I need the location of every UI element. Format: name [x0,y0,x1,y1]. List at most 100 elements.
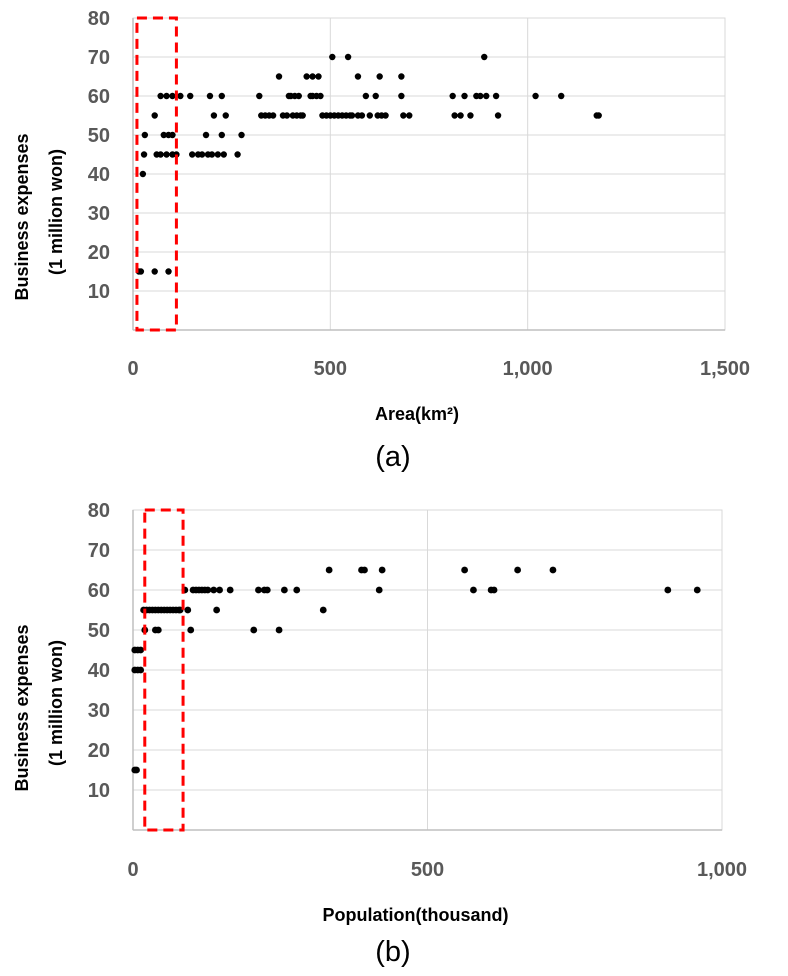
data-point [348,112,356,119]
data-point [398,92,405,100]
data-point [140,151,148,158]
data-point [163,151,170,158]
x-tick-label: 1,000 [503,358,553,380]
data-point [457,112,464,119]
x-tick-label: 0 [127,358,138,380]
data-point [315,73,322,80]
data-point [451,112,458,119]
data-point [283,112,291,119]
data-point [137,268,145,275]
data-point [222,112,229,119]
data-point [481,53,488,61]
data-point [157,92,164,100]
x-tick-label: 1,500 [700,358,750,380]
data-point [295,92,302,100]
y-tick-label: 80 [88,8,110,30]
highlight-box [143,508,185,832]
chart-panel-b: 10 20 30 40 50 60 70 80 0 500 1,000 Population(thou… [12,500,747,968]
data-point [275,626,283,634]
panel-caption: (a) [375,441,410,473]
data-point [208,151,216,158]
data-point [220,151,227,158]
data-point [494,112,502,119]
data-point [160,131,167,139]
y-axis-title-units: (1 million won) [46,640,66,766]
y-tick-label: 30 [88,700,110,722]
data-point [595,112,602,119]
data-point [165,268,172,275]
data-point [376,73,383,80]
data-point [378,566,386,574]
data-point [189,151,196,158]
data-point [139,170,147,178]
data-point [375,586,383,594]
data-point [137,666,145,674]
data-point [354,73,362,80]
data-point [461,566,469,574]
y-axis-title: Business expenses [12,624,32,791]
y-axis-title: Business expenses [12,133,32,300]
data-point [362,92,370,100]
data-point [693,586,701,594]
data-point [344,53,352,61]
y-tick-label: 60 [88,86,110,108]
data-point [157,151,164,158]
x-tick-label: 500 [411,859,444,881]
data-point [366,112,373,119]
data-point [319,606,327,614]
panel-caption: (b) [375,936,410,968]
y-tick-label: 60 [88,580,110,602]
data-point [467,112,474,119]
data-point [234,151,241,158]
chart-panel-a: 10 20 30 40 50 60 70 80 0 500 1,000 1,500 Area(km²) B… [12,8,750,473]
y-tick-label: 40 [88,164,110,186]
data-point [204,586,212,594]
data-point [141,131,149,139]
data-point [303,73,310,80]
data-point [173,151,180,158]
highlight-box [135,16,178,332]
data-point [187,92,194,100]
data-point [382,112,389,119]
data-point [398,73,405,80]
data-point [549,566,557,574]
x-tick-label: 0 [127,859,138,881]
data-point [309,73,316,80]
data-point [250,626,258,634]
data-point [299,112,306,119]
data-point [532,92,539,100]
y-tick-label: 50 [88,125,110,147]
data-point [218,131,225,139]
data-point [492,92,500,100]
data-point [226,586,234,594]
data-point [210,112,218,119]
data-point [187,626,195,634]
y-tick-label: 30 [88,203,110,225]
data-point [151,112,158,119]
data-point [151,268,158,275]
data-point [206,92,214,100]
data-point [202,131,210,139]
y-tick-label: 20 [88,242,110,264]
data-point [293,586,301,594]
data-point [133,766,140,774]
data-point [558,92,565,100]
data-point [256,92,263,100]
y-tick-label: 70 [88,47,110,69]
data-point [329,53,336,61]
y-tick-label: 80 [88,500,110,522]
data-point [358,112,366,119]
y-tick-label: 10 [88,780,110,802]
data-point [213,606,221,614]
data-point [317,92,324,100]
x-tick-label: 1,000 [697,859,747,881]
data-point [255,586,262,594]
data-point [490,586,498,594]
y-tick-label: 70 [88,540,110,562]
data-point [263,586,271,594]
data-point [514,566,522,574]
data-point [372,92,379,100]
data-point [280,586,288,594]
data-point [163,92,170,100]
